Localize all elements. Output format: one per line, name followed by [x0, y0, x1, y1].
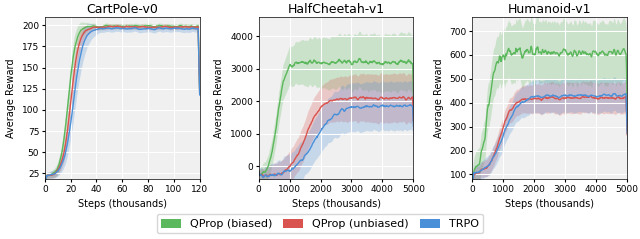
Y-axis label: Average Reward: Average Reward: [434, 58, 444, 138]
X-axis label: Steps (thousands): Steps (thousands): [77, 199, 167, 209]
X-axis label: Steps (thousands): Steps (thousands): [291, 199, 381, 209]
Title: CartPole-v0: CartPole-v0: [86, 3, 158, 16]
Y-axis label: Average Reward: Average Reward: [6, 58, 17, 138]
Legend: QProp (biased), QProp (unbiased), TRPO: QProp (biased), QProp (unbiased), TRPO: [157, 214, 483, 234]
X-axis label: Steps (thousands): Steps (thousands): [505, 199, 595, 209]
Y-axis label: Average Reward: Average Reward: [214, 58, 225, 138]
Title: HalfCheetah-v1: HalfCheetah-v1: [287, 3, 385, 16]
Title: Humanoid-v1: Humanoid-v1: [508, 3, 591, 16]
